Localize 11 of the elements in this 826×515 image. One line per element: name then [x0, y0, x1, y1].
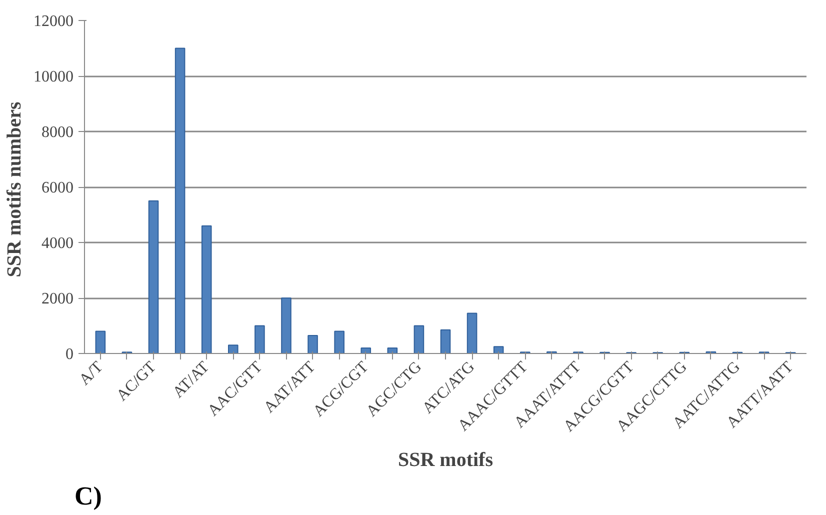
y-axis-title: SSR motifs numbers	[4, 101, 26, 278]
x-axis-title: SSR motifs	[398, 449, 494, 472]
y-tick-label: 0	[66, 346, 74, 363]
y-tick-label: 2000	[42, 290, 74, 308]
x-tick-label: A/T	[76, 358, 107, 389]
y-tick-label: 12000	[34, 13, 74, 30]
y-tick-label: 10000	[34, 68, 74, 86]
y-tick-label: 8000	[42, 124, 74, 141]
y-tick-label: 4000	[42, 235, 74, 252]
y-tick-label: 6000	[42, 180, 74, 196]
text: C)	[74, 482, 102, 510]
